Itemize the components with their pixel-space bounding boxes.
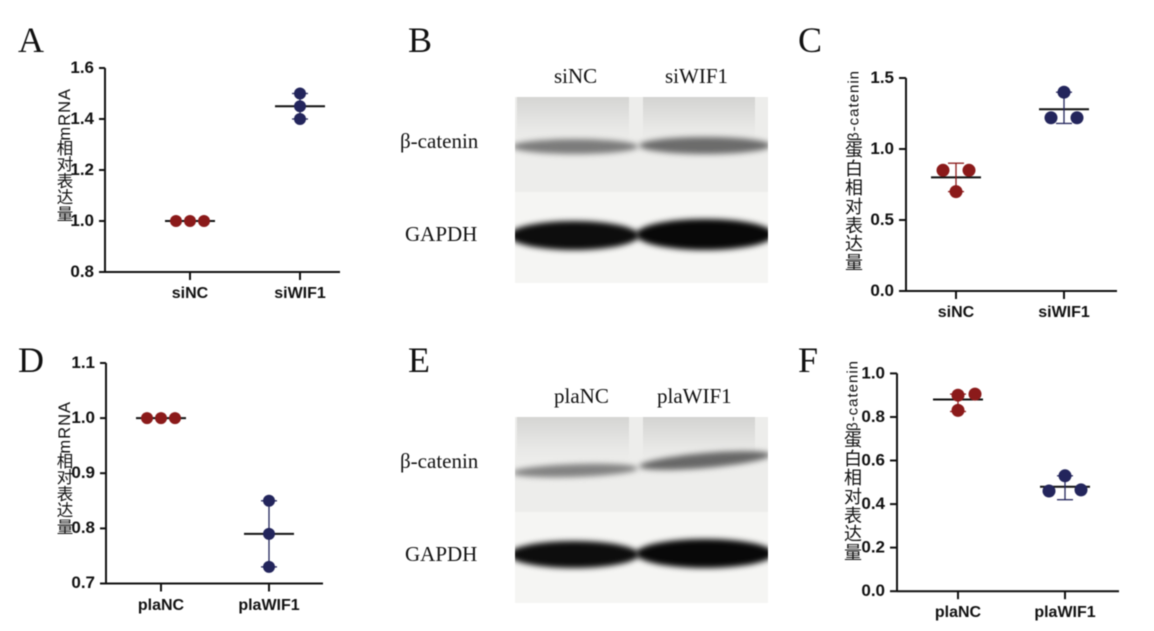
svg-text:0.8: 0.8 [70, 262, 94, 281]
svg-text:0.2: 0.2 [861, 538, 885, 557]
svg-text:0.8: 0.8 [861, 407, 885, 426]
svg-text:plaWIF1: plaWIF1 [238, 597, 299, 614]
svg-text:siWIF1: siWIF1 [1038, 304, 1090, 320]
svg-text:plaNC: plaNC [935, 604, 982, 621]
svg-text:1.0: 1.0 [861, 363, 885, 382]
svg-text:0.8: 0.8 [71, 518, 95, 537]
svg-text:1.4: 1.4 [70, 109, 94, 128]
svg-text:siNC: siNC [938, 304, 975, 320]
svg-text:1.0: 1.0 [70, 211, 94, 230]
svg-text:1.1: 1.1 [71, 353, 95, 372]
svg-text:0.4: 0.4 [861, 494, 885, 513]
svg-text:siWIF1: siWIF1 [274, 285, 326, 302]
svg-text:1.6: 1.6 [70, 58, 94, 77]
svg-text:0.6: 0.6 [861, 451, 885, 470]
svg-text:1.0: 1.0 [71, 408, 95, 427]
svg-text:0.7: 0.7 [71, 573, 95, 592]
svg-text:siNC: siNC [172, 285, 209, 302]
svg-text:plaNC: plaNC [138, 597, 185, 614]
svg-text:1.2: 1.2 [70, 160, 94, 179]
svg-text:1.0: 1.0 [870, 139, 894, 158]
svg-text:0.5: 0.5 [870, 210, 894, 229]
svg-text:1.5: 1.5 [870, 68, 894, 87]
svg-text:0.0: 0.0 [861, 581, 885, 600]
svg-text:plaWIF1: plaWIF1 [1034, 604, 1095, 621]
svg-text:0.0: 0.0 [870, 281, 894, 300]
svg-text:0.9: 0.9 [71, 463, 95, 482]
